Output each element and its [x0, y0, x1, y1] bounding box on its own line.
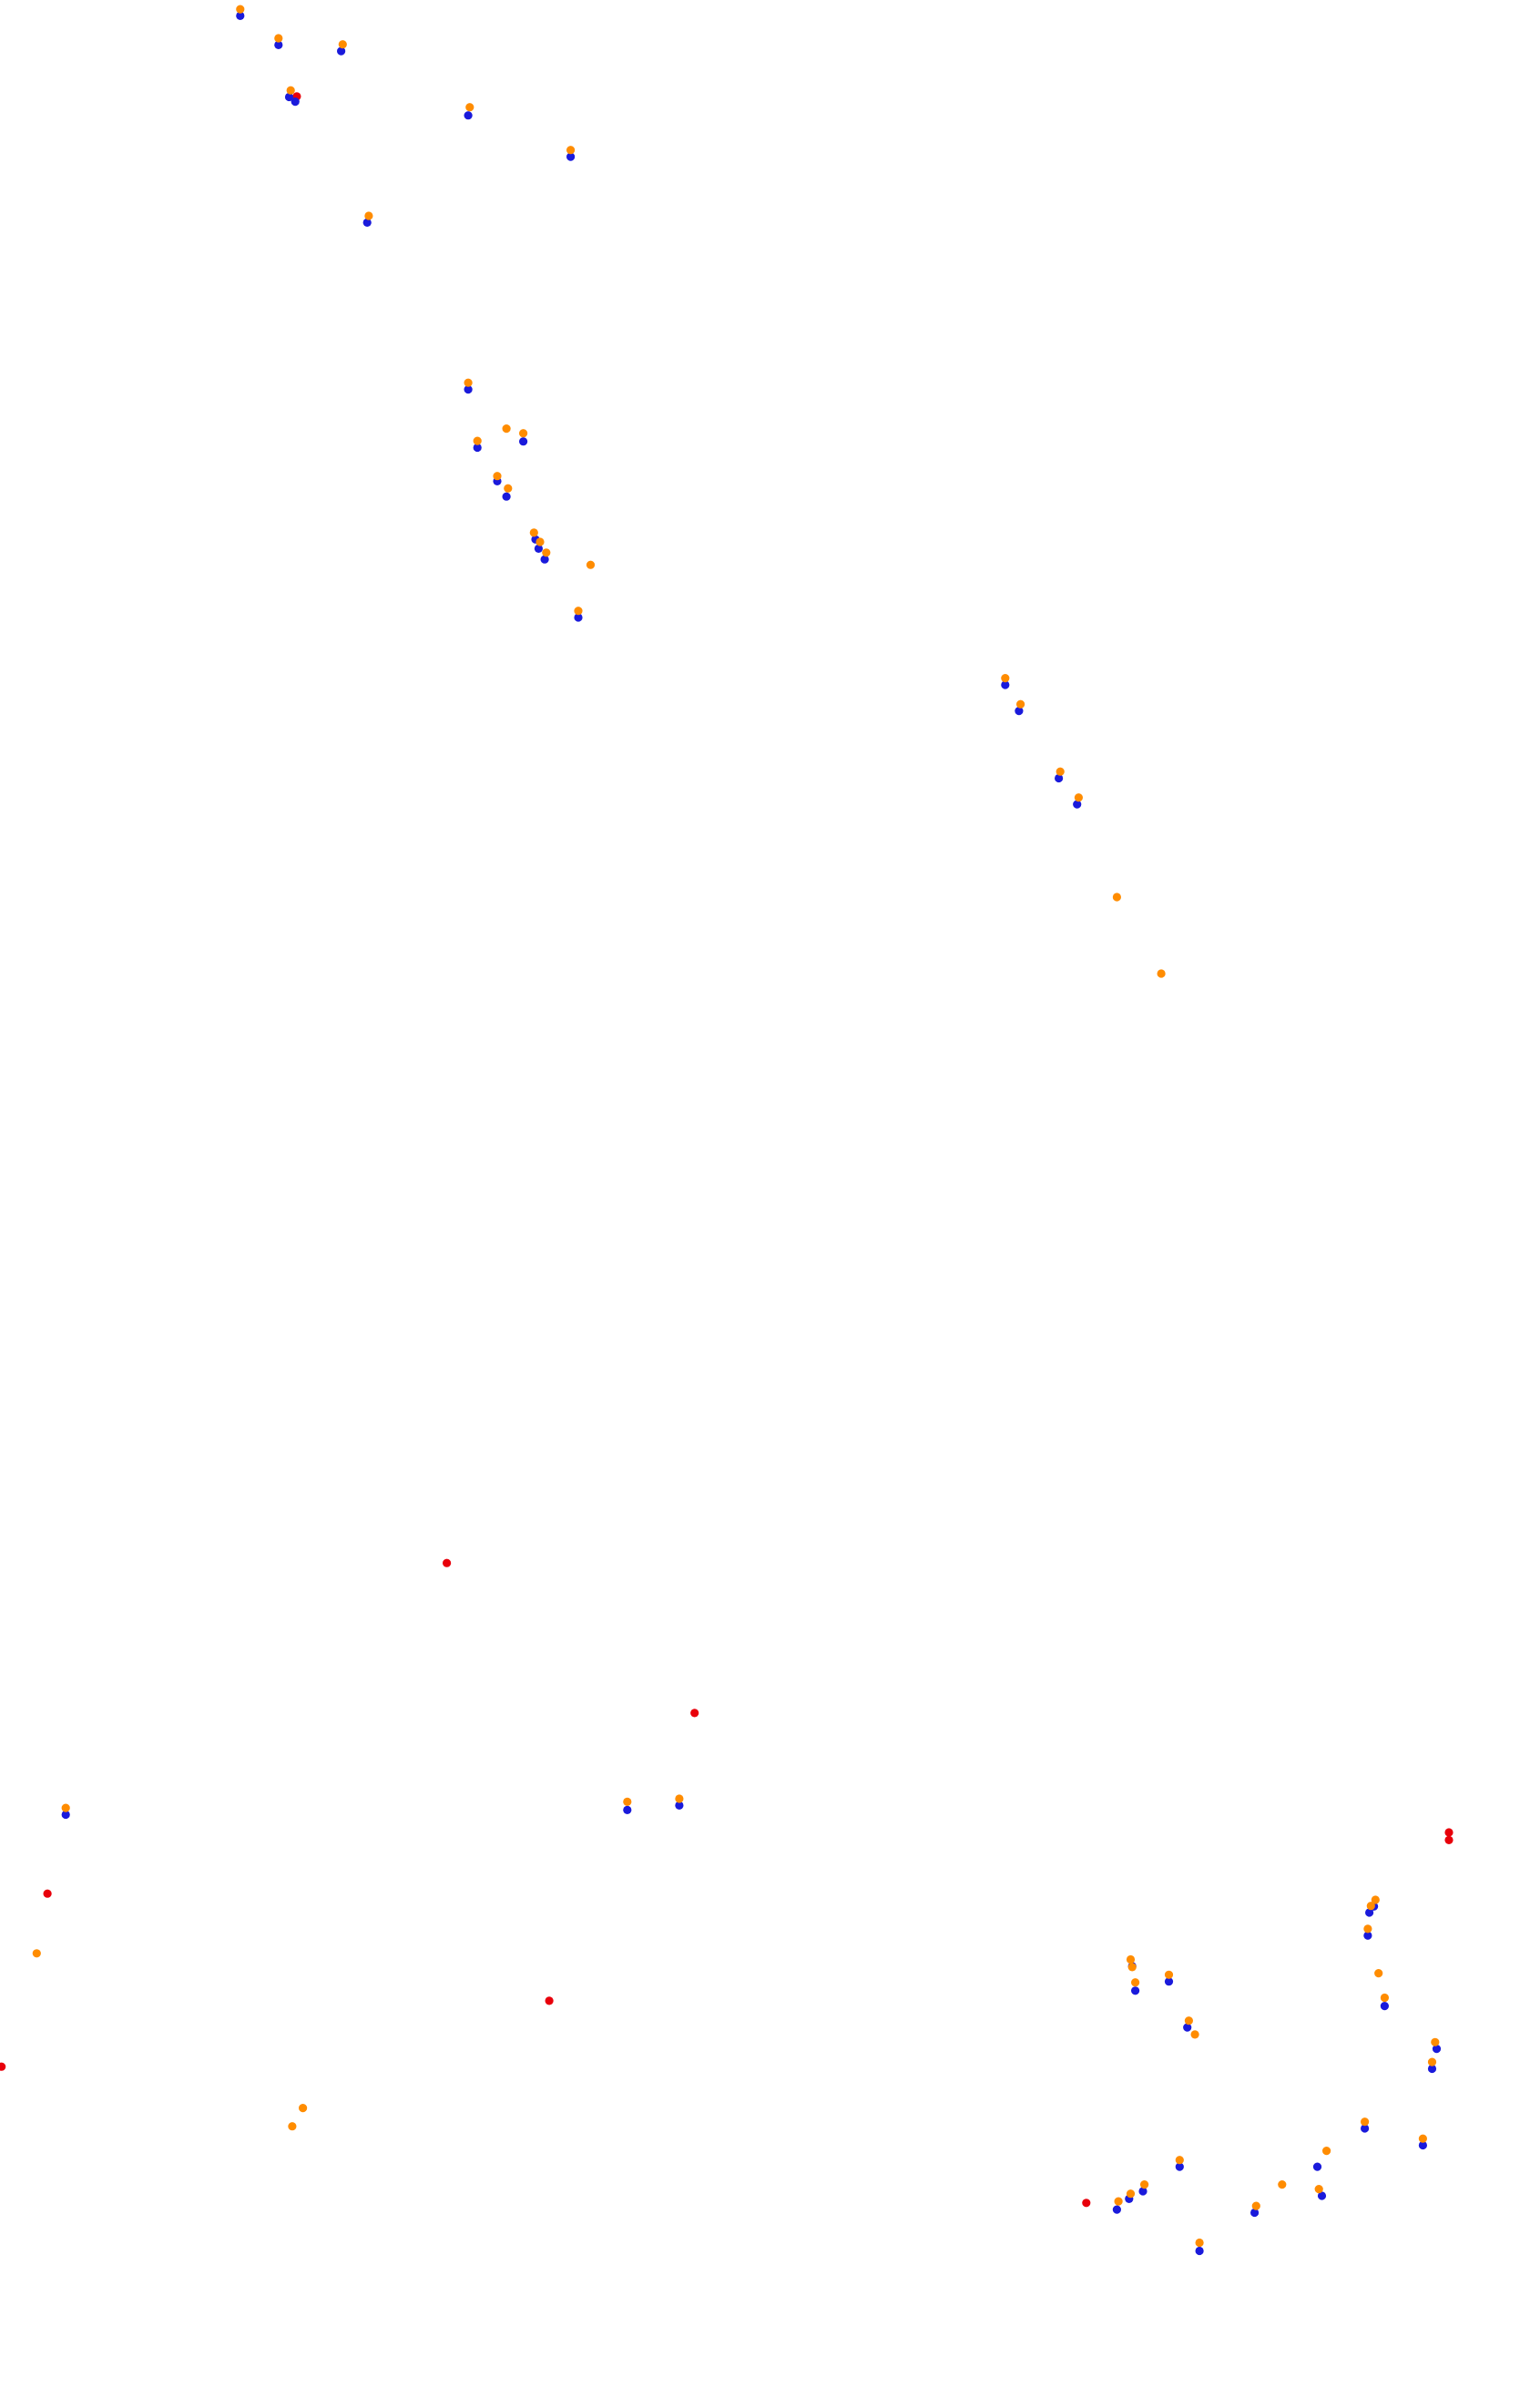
data-point: [623, 1798, 631, 1806]
data-point: [1431, 2038, 1439, 2046]
data-point: [623, 1806, 631, 1814]
data-point: [1313, 2163, 1321, 2171]
data-point: [1185, 2016, 1193, 2025]
data-point: [364, 211, 372, 219]
data-point: [1428, 2058, 1436, 2066]
data-point: [574, 607, 582, 615]
data-point: [690, 1709, 699, 1717]
data-point: [1128, 1963, 1137, 1971]
data-point: [288, 2122, 296, 2130]
data-point: [474, 437, 482, 445]
data-point: [1140, 2180, 1148, 2189]
data-point: [464, 111, 472, 119]
data-point: [339, 40, 347, 48]
data-point: [566, 146, 575, 154]
data-point: [519, 437, 527, 445]
data-point: [1315, 2185, 1323, 2193]
data-point: [1419, 2135, 1427, 2143]
data-point: [1361, 2117, 1369, 2126]
data-point: [1444, 1828, 1453, 1836]
data-point: [443, 1559, 451, 1567]
data-point: [299, 2104, 307, 2112]
data-point: [274, 34, 282, 42]
data-point: [291, 97, 300, 106]
data-point: [465, 103, 474, 111]
data-point: [503, 424, 511, 433]
data-point: [236, 5, 244, 14]
data-point: [1113, 2206, 1121, 2214]
data-point: [1075, 793, 1083, 801]
data-point: [1158, 969, 1166, 977]
data-point: [1127, 1955, 1135, 1964]
data-point: [1131, 1978, 1139, 1986]
data-point: [1374, 1969, 1382, 1977]
data-point: [1191, 2030, 1199, 2038]
data-point: [1381, 2002, 1389, 2010]
data-point: [1113, 893, 1121, 901]
data-point: [1176, 2156, 1184, 2164]
data-point: [287, 87, 295, 95]
data-point: [503, 493, 511, 501]
data-point: [62, 1804, 70, 1812]
data-point: [1381, 1994, 1389, 2002]
data-point: [1322, 2147, 1331, 2155]
data-point: [1001, 674, 1009, 682]
data-point: [1115, 2198, 1123, 2206]
data-point: [1016, 700, 1025, 709]
data-point: [1367, 1902, 1375, 1910]
data-point: [504, 485, 512, 493]
data-point: [1444, 1836, 1453, 1844]
data-point: [519, 429, 527, 437]
data-point: [1131, 1986, 1139, 1995]
data-point: [464, 379, 472, 387]
data-point: [1196, 2239, 1204, 2247]
data-point: [33, 1949, 41, 1957]
data-point: [493, 472, 501, 480]
data-point: [530, 528, 538, 536]
data-point: [1278, 2180, 1286, 2189]
data-point: [1082, 2199, 1090, 2207]
data-point: [536, 537, 544, 546]
data-point: [1252, 2202, 1260, 2210]
data-point: [1363, 1924, 1372, 1933]
data-point: [586, 561, 595, 569]
data-point: [546, 1996, 554, 2005]
data-point: [1056, 768, 1065, 776]
data-point: [44, 1890, 52, 1898]
data-point: [542, 548, 550, 556]
data-point: [1165, 1971, 1173, 1979]
data-point: [1196, 2247, 1204, 2255]
data-point: [675, 1794, 683, 1802]
data-point: [1127, 2189, 1135, 2198]
